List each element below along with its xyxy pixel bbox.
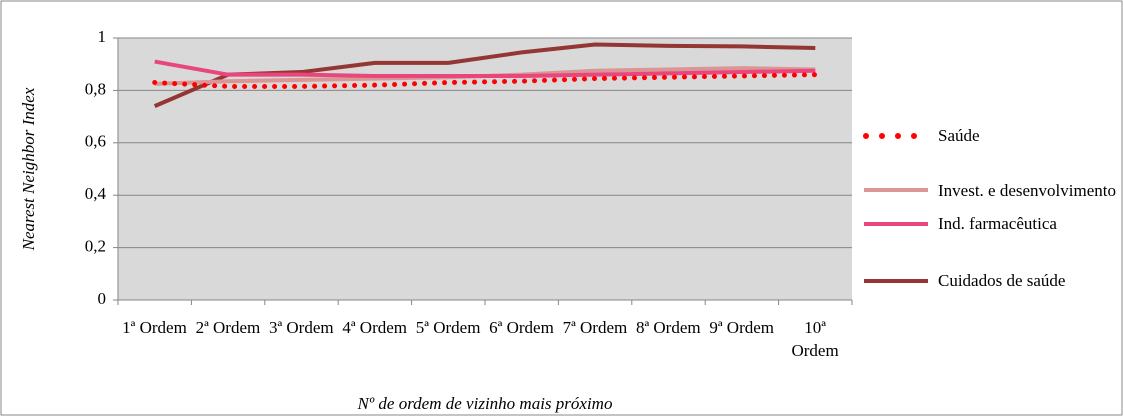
legend-label: Invest. e desenvolvimento xyxy=(938,181,1116,200)
y-tick-label: 0,2 xyxy=(85,237,106,256)
legend-label: Saúde xyxy=(938,126,980,145)
y-tick-label: 0,8 xyxy=(85,79,106,98)
series-line xyxy=(154,59,816,78)
y-tick-label: 1 xyxy=(98,27,107,46)
y-tick-label: 0,4 xyxy=(85,184,107,203)
y-axis-title: Nearest Neighbor Index xyxy=(19,87,38,251)
x-tick-label: 4ª Ordem xyxy=(342,318,408,337)
x-tick-label: 7ª Ordem xyxy=(562,318,628,337)
series-line xyxy=(152,72,818,89)
x-tick-label: 3ª Ordem xyxy=(268,318,334,337)
x-tick-label: 5ª Ordem xyxy=(415,318,481,337)
x-tick-label: 10ª Ordem xyxy=(791,318,839,360)
x-tick-label: 6ª Ordem xyxy=(489,318,554,337)
x-tick-label: 9ª Ordem xyxy=(709,318,775,337)
x-axis-title: Nº de ordem de vizinho mais próximo xyxy=(357,394,613,413)
legend-label: Ind. farmacêutica xyxy=(938,214,1057,233)
x-tick-label: 1ª Ordem xyxy=(122,318,187,337)
y-tick-label: 0 xyxy=(98,289,107,308)
x-tick-label: 8ª Ordem xyxy=(635,318,701,337)
y-tick-label: 0,6 xyxy=(85,132,106,151)
x-tick-label: 2ª Ordem xyxy=(195,318,261,337)
legend-label: Cuidados de saúde xyxy=(938,271,1066,290)
